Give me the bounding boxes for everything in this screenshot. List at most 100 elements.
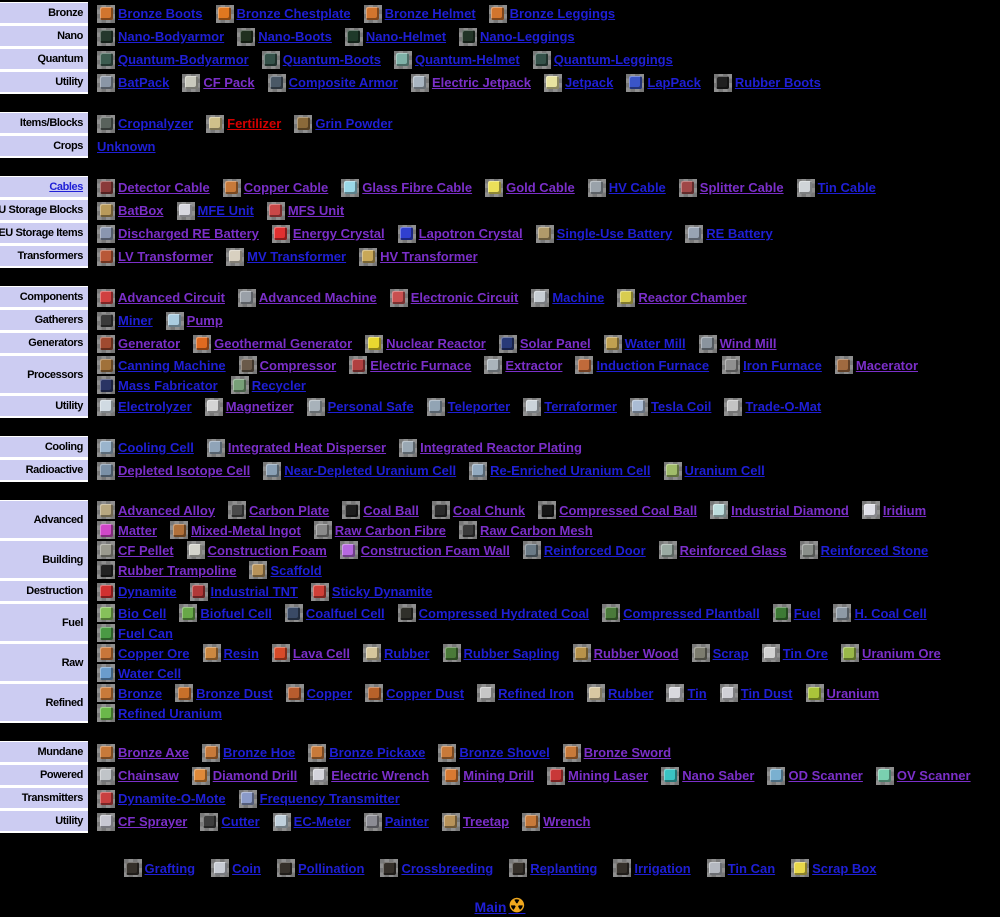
coal-chunk-link[interactable]: Coal Chunk	[431, 501, 525, 519]
bronze-hoe-link[interactable]: Bronze Hoe	[202, 743, 295, 762]
nano-boots-link[interactable]: Nano-Boots	[237, 27, 332, 46]
advanced-circuit-link[interactable]: Advanced Circuit	[97, 288, 225, 307]
generator-link[interactable]: Generator	[97, 334, 180, 353]
nano-saber-link[interactable]: Nano Saber	[661, 766, 754, 785]
water-mill-link[interactable]: Water Mill	[603, 334, 686, 353]
coalfuel-cell-link[interactable]: Coalfuel Cell	[284, 604, 385, 622]
industrial-diamond-link[interactable]: Industrial Diamond	[710, 501, 849, 519]
construction-foam-link[interactable]: Construction Foam	[186, 541, 327, 559]
solar-panel-link[interactable]: Solar Panel	[498, 334, 591, 353]
nuclear-reactor-link[interactable]: Nuclear Reactor	[365, 334, 486, 353]
mass-fabricator-link[interactable]: Mass Fabricator	[97, 376, 218, 394]
rubber-trampoline-link[interactable]: Rubber Trampoline	[97, 561, 236, 579]
tesla-coil-link[interactable]: Tesla Coil	[629, 397, 711, 416]
teleporter-link[interactable]: Teleporter	[426, 397, 510, 416]
rubber-boots-link[interactable]: Rubber Boots	[713, 73, 821, 92]
h-coal-cell-link[interactable]: H. Coal Cell	[833, 604, 927, 622]
bronze-helmet-link[interactable]: Bronze Helmet	[363, 4, 476, 23]
gold-cable-link[interactable]: Gold Cable	[485, 178, 575, 197]
terraformer-link[interactable]: Terraformer	[523, 397, 617, 416]
compressor-link[interactable]: Compressor	[238, 356, 336, 374]
energy-crystal-link[interactable]: Energy Crystal	[271, 224, 385, 243]
copper-cable-link[interactable]: Copper Cable	[222, 178, 328, 197]
splitter-cable-link[interactable]: Splitter Cable	[678, 178, 784, 197]
rubber-link[interactable]: Rubber	[586, 684, 653, 702]
painter-link[interactable]: Painter	[363, 812, 429, 831]
bronze-axe-link[interactable]: Bronze Axe	[97, 743, 189, 762]
electric-jetpack-link[interactable]: Electric Jetpack	[410, 73, 531, 92]
construction-foam-wall-link[interactable]: Construction Foam Wall	[339, 541, 510, 559]
nano-leggings-link[interactable]: Nano-Leggings	[459, 27, 575, 46]
rubber-wood-link[interactable]: Rubber Wood	[572, 644, 679, 662]
hv-transformer-link[interactable]: HV Transformer	[359, 247, 478, 266]
iron-furnace-link[interactable]: Iron Furnace	[722, 356, 822, 374]
extractor-link[interactable]: Extractor	[484, 356, 562, 374]
detector-cable-link[interactable]: Detector Cable	[97, 178, 210, 197]
mv-transformer-link[interactable]: MV Transformer	[226, 247, 346, 266]
advanced-alloy-link[interactable]: Advanced Alloy	[97, 501, 215, 519]
sticky-dynamite-link[interactable]: Sticky Dynamite	[310, 582, 432, 601]
advanced-machine-link[interactable]: Advanced Machine	[237, 288, 377, 307]
rubber-sapling-link[interactable]: Rubber Sapling	[442, 644, 560, 662]
diamond-drill-link[interactable]: Diamond Drill	[191, 766, 297, 785]
frequency-transmitter-link[interactable]: Frequency Transmitter	[238, 789, 400, 808]
industrial-tnt-link[interactable]: Industrial TNT	[189, 582, 298, 601]
trade-o-mat-link[interactable]: Trade-O-Mat	[724, 397, 821, 416]
recycler-link[interactable]: Recycler	[230, 376, 306, 394]
mfs-unit-link[interactable]: MFS Unit	[266, 201, 344, 220]
cooling-cell-link[interactable]: Cooling Cell	[97, 438, 194, 457]
wrench-link[interactable]: Wrench	[522, 812, 591, 831]
bronze-pickaxe-link[interactable]: Bronze Pickaxe	[308, 743, 425, 762]
hv-cable-link[interactable]: HV Cable	[587, 178, 666, 197]
jetpack-link[interactable]: Jetpack	[543, 73, 613, 92]
compressed-hydrated-coal-link[interactable]: Compressed Hydrated Coal	[397, 604, 589, 622]
electric-furnace-link[interactable]: Electric Furnace	[349, 356, 471, 374]
irrigation-link[interactable]: Irrigation	[613, 859, 691, 877]
lava-cell-link[interactable]: Lava Cell	[271, 644, 350, 662]
miner-link[interactable]: Miner	[97, 311, 153, 330]
rubber-link[interactable]: Rubber	[363, 644, 430, 662]
bronze-shovel-link[interactable]: Bronze Shovel	[438, 743, 550, 762]
cropnalyzer-link[interactable]: Cropnalyzer	[97, 114, 193, 133]
scaffold-link[interactable]: Scaffold	[249, 561, 322, 579]
reinforced-glass-link[interactable]: Reinforced Glass	[658, 541, 787, 559]
carbon-plate-link[interactable]: Carbon Plate	[228, 501, 329, 519]
chainsaw-link[interactable]: Chainsaw	[97, 766, 179, 785]
induction-furnace-link[interactable]: Induction Furnace	[575, 356, 709, 374]
depleted-isotope-cell-link[interactable]: Depleted Isotope Cell	[97, 461, 250, 480]
ov-scanner-link[interactable]: OV Scanner	[875, 766, 971, 785]
electrolyzer-link[interactable]: Electrolyzer	[97, 397, 192, 416]
single-use-battery-link[interactable]: Single-Use Battery	[535, 224, 672, 243]
quantum-leggings-link[interactable]: Quantum-Leggings	[532, 50, 673, 69]
compressed-coal-ball-link[interactable]: Compressed Coal Ball	[538, 501, 697, 519]
tin-cable-link[interactable]: Tin Cable	[796, 178, 876, 197]
crossbreeding-link[interactable]: Crossbreeding	[380, 859, 493, 877]
ec-meter-link[interactable]: EC-Meter	[272, 812, 351, 831]
reinforced-stone-link[interactable]: Reinforced Stone	[799, 541, 928, 559]
re-enriched-uranium-cell-link[interactable]: Re-Enriched Uranium Cell	[469, 461, 651, 480]
lappack-link[interactable]: LapPack	[626, 73, 701, 92]
bio-cell-link[interactable]: Bio Cell	[97, 604, 166, 622]
compressed-plantball-link[interactable]: Compressed Plantball	[602, 604, 760, 622]
treetap-link[interactable]: Treetap	[441, 812, 509, 831]
water-cell-link[interactable]: Water Cell	[97, 664, 181, 682]
lapotron-crystal-link[interactable]: Lapotron Crystal	[397, 224, 523, 243]
grin-powder-link[interactable]: Grin Powder	[294, 114, 393, 133]
mining-laser-link[interactable]: Mining Laser	[547, 766, 648, 785]
quantum-helmet-link[interactable]: Quantum-Helmet	[393, 50, 520, 69]
resin-link[interactable]: Resin	[202, 644, 259, 662]
fuel-can-link[interactable]: Fuel Can	[97, 624, 173, 642]
unknown-link[interactable]: Unknown	[97, 139, 156, 154]
nano-bodyarmor-link[interactable]: Nano-Bodyarmor	[97, 27, 224, 46]
bronze-sword-link[interactable]: Bronze Sword	[562, 743, 671, 762]
tin-dust-link[interactable]: Tin Dust	[719, 684, 793, 702]
coal-ball-link[interactable]: Coal Ball	[342, 501, 419, 519]
scrap-box-link[interactable]: Scrap Box	[791, 859, 876, 877]
grafting-link[interactable]: Grafting	[123, 859, 195, 877]
composite-armor-link[interactable]: Composite Armor	[267, 73, 398, 92]
matter-link[interactable]: Matter	[97, 521, 157, 539]
copper-dust-link[interactable]: Copper Dust	[365, 684, 464, 702]
macerator-link[interactable]: Macerator	[834, 356, 918, 374]
mining-drill-link[interactable]: Mining Drill	[442, 766, 534, 785]
fertilizer-link[interactable]: Fertilizer	[206, 114, 281, 133]
